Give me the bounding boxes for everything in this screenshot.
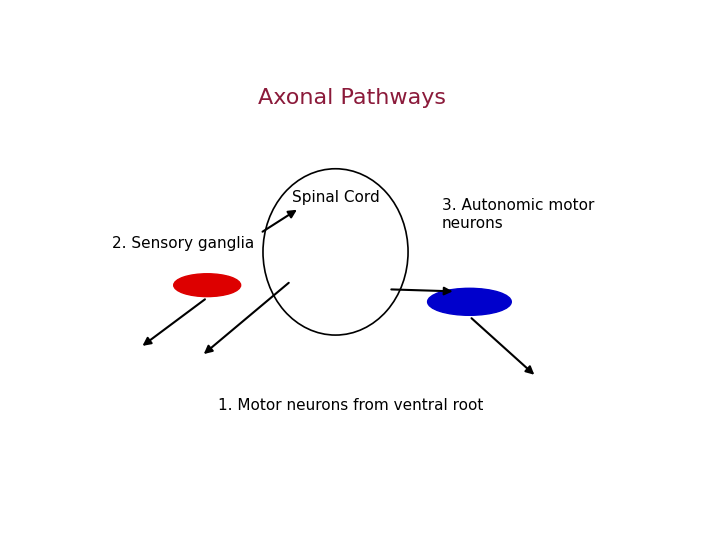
Text: 2. Sensory ganglia: 2. Sensory ganglia: [112, 236, 255, 251]
Text: Spinal Cord: Spinal Cord: [292, 191, 379, 205]
Ellipse shape: [428, 288, 511, 315]
Text: 1. Motor neurons from ventral root: 1. Motor neurons from ventral root: [218, 399, 484, 413]
Ellipse shape: [174, 274, 240, 296]
Text: Axonal Pathways: Axonal Pathways: [258, 88, 446, 108]
Text: 3. Autonomic motor
neurons: 3. Autonomic motor neurons: [441, 198, 594, 231]
